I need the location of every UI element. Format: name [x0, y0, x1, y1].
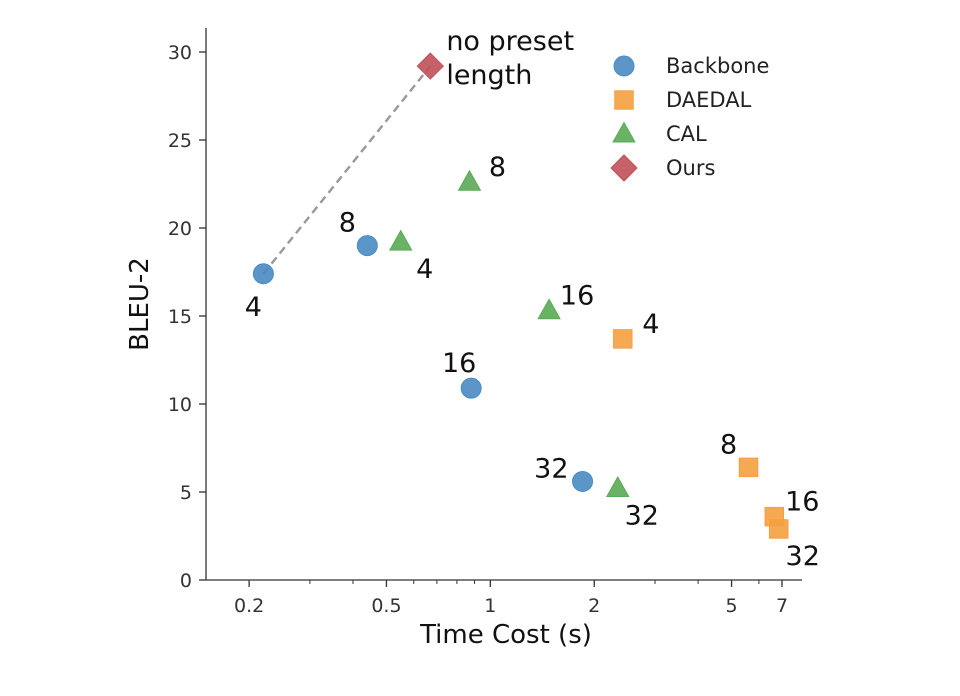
- cal-point-label-16: 16: [560, 281, 594, 312]
- legend-marker-cal: [612, 121, 636, 143]
- y-tick-label-20: 20: [168, 218, 192, 240]
- backbone-point-label-32: 32: [534, 453, 568, 484]
- connector-line-0: [262, 65, 432, 275]
- x-axis-label: Time Cost (s): [419, 620, 592, 650]
- x-tick-label-0-2: 0.2: [234, 595, 264, 617]
- backbone-point-4: [252, 263, 274, 285]
- daedal-point-8: [738, 457, 759, 478]
- backbone-point-label-8: 8: [339, 208, 356, 239]
- y-tick-label-0: 0: [180, 570, 192, 592]
- x-tick-label-2: 2: [588, 595, 600, 617]
- x-tick-label-7: 7: [776, 595, 788, 617]
- cal-point-16: [537, 298, 561, 320]
- connector-layer: [262, 65, 432, 275]
- cal-point-label-32: 32: [625, 500, 659, 531]
- daedal-point-label-4: 4: [642, 309, 659, 340]
- cal-point-label-8: 8: [489, 152, 506, 183]
- backbone-point-label-16: 16: [442, 348, 476, 379]
- legend-marker-daedal: [614, 90, 634, 110]
- daedal-point-4: [613, 329, 633, 349]
- daedal-point-label-32: 32: [786, 541, 820, 572]
- backbone-point-8: [356, 235, 378, 257]
- y-tick-label-5: 5: [180, 482, 192, 504]
- cal-point-32: [605, 475, 630, 498]
- x-tick-label-5: 5: [726, 595, 738, 617]
- ours-point-label-no-preset-length: no preset length: [446, 26, 574, 91]
- backbone-point-32: [572, 470, 594, 492]
- marks-layer: [252, 52, 789, 539]
- daedal-point-label-8: 8: [720, 429, 737, 460]
- legend-marker-ours: [610, 154, 638, 182]
- daedal-point-label-16: 16: [785, 487, 819, 518]
- legend-label-cal: CAL: [666, 122, 707, 146]
- y-tick-label-25: 25: [168, 130, 192, 152]
- x-tick-label-0-5: 0.5: [371, 595, 401, 617]
- y-tick-label-30: 30: [168, 42, 192, 64]
- cal-point-4: [388, 229, 413, 251]
- daedal-point-32: [768, 519, 789, 539]
- legend-marker-backbone: [613, 55, 635, 77]
- legend-label-daedal: DAEDAL: [666, 88, 752, 112]
- y-tick-label-10: 10: [168, 394, 192, 416]
- backbone-point-label-4: 4: [245, 292, 262, 323]
- legend: Backbone DAEDAL CAL Ours: [610, 54, 769, 182]
- ours-point-no-preset-length: [416, 52, 445, 80]
- legend-label-backbone: Backbone: [666, 54, 769, 78]
- y-tick-label-15: 15: [168, 306, 192, 328]
- x-tick-label-1: 1: [484, 595, 496, 617]
- y-axis-label: BLEU-2: [125, 257, 155, 351]
- backbone-point-16: [460, 377, 482, 399]
- axes: [205, 28, 802, 581]
- cal-point-8: [457, 169, 482, 191]
- legend-label-ours: Ours: [666, 156, 715, 180]
- cal-point-label-4: 4: [416, 254, 433, 285]
